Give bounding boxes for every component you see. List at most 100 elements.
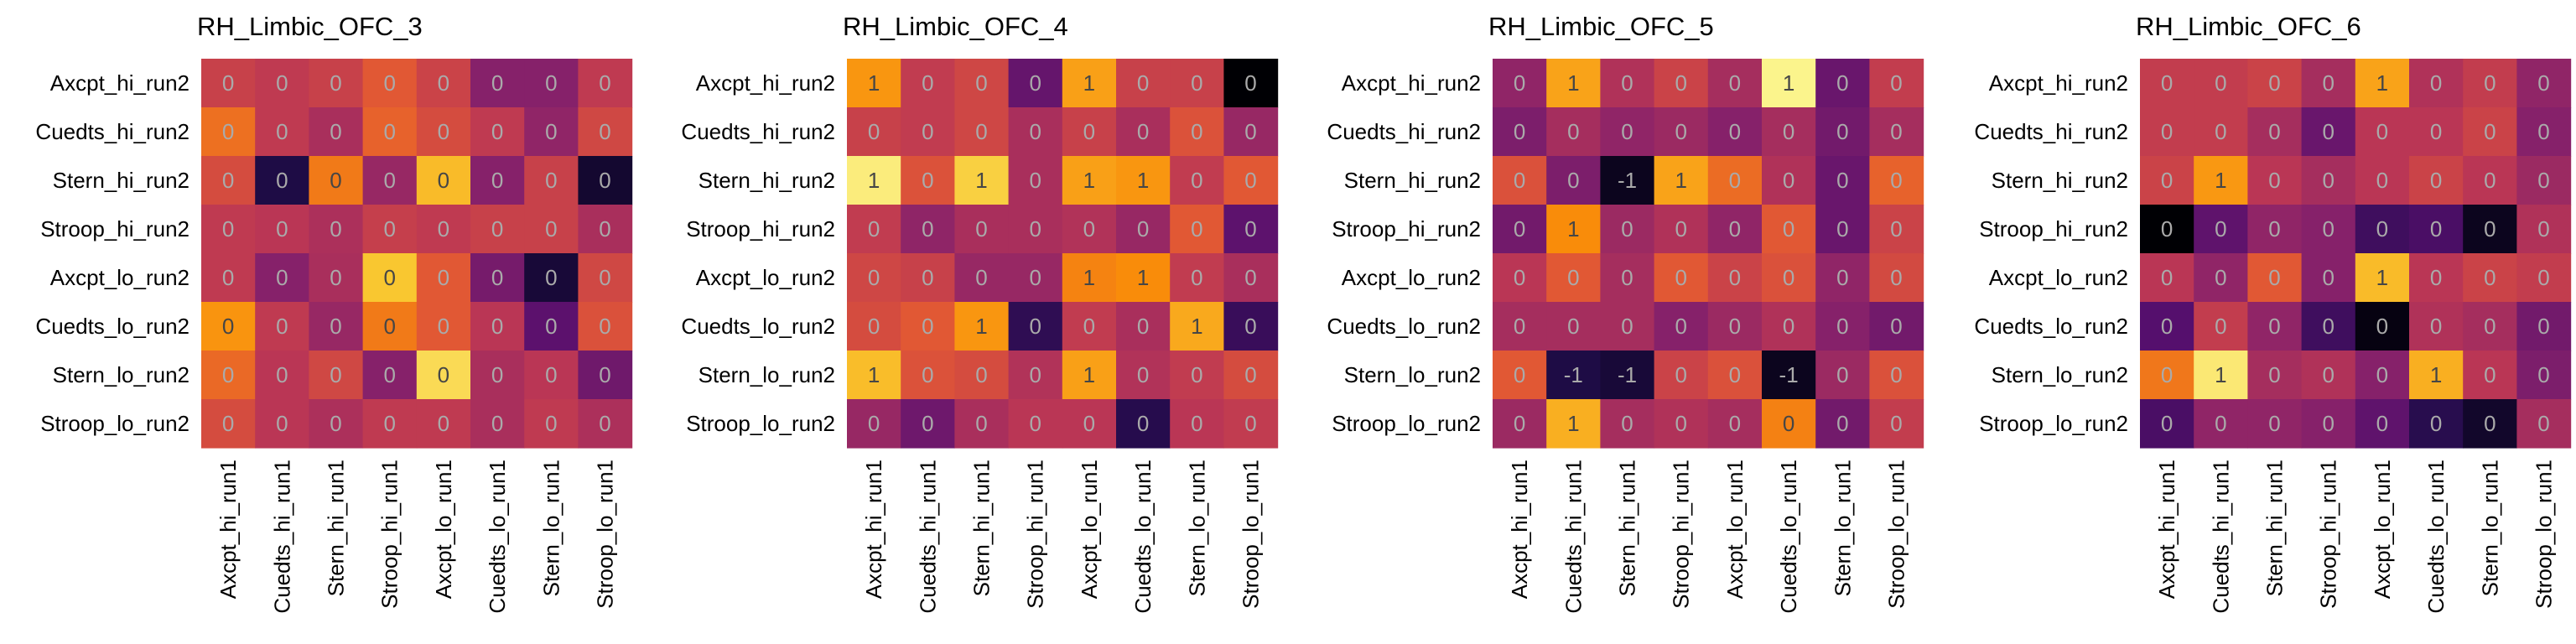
heatmap-cell-p4-r5-c5 xyxy=(2409,302,2464,351)
cell-label-p2-r0-c4: 1 xyxy=(1083,70,1095,96)
heatmap-cell-p3-r5-c4 xyxy=(1707,302,1763,351)
cell-label-p3-r7-c7: 0 xyxy=(1890,411,1902,436)
cell-label-p4-r6-c1: 1 xyxy=(2215,362,2226,387)
cell-label-p1-r2-c6: 0 xyxy=(545,168,557,193)
heatmap-cell-p1-r0-c0 xyxy=(201,59,256,108)
heatmap-cell-p2-r4-c5 xyxy=(1116,253,1171,303)
x-tick-label-p2-3: Stroop_hi_run1 xyxy=(1023,460,1048,609)
heatmap-cell-p4-r1-c5 xyxy=(2409,107,2464,157)
heatmap-cell-p3-r5-c2 xyxy=(1600,302,1655,351)
cell-label-p1-r4-c6: 0 xyxy=(545,265,557,290)
cell-label-p1-r6-c5: 0 xyxy=(491,362,503,387)
heatmap-cell-p3-r4-c0 xyxy=(1493,253,1547,303)
heatmap-cell-p3-r4-c6 xyxy=(1815,253,1870,303)
cell-label-p2-r3-c6: 0 xyxy=(1191,216,1202,242)
heatmap-cell-p4-r6-c5 xyxy=(2409,351,2464,400)
cell-label-p1-r2-c5: 0 xyxy=(491,168,503,193)
heatmap-cell-p1-r2-c1 xyxy=(255,156,309,205)
cell-label-p2-r0-c5: 0 xyxy=(1137,70,1149,96)
cell-label-p1-r4-c3: 0 xyxy=(383,265,395,290)
cell-label-p3-r0-c5: 1 xyxy=(1783,70,1794,96)
heatmap-cell-p4-r2-c6 xyxy=(2463,156,2517,205)
cell-label-p3-r5-c6: 0 xyxy=(1836,314,1848,339)
heatmap-cell-p3-r2-c6 xyxy=(1815,156,1870,205)
heatmap-cell-p3-r2-c0 xyxy=(1493,156,1547,205)
heatmap-panel-3: RH_Limbic_OFC_5 0 1 0 0 0 1 0 0 0 0 0 0 0 0 0 0 0 0 -1 1 0 0 0 0… xyxy=(1327,12,1924,614)
cell-label-p1-r3-c6: 0 xyxy=(545,216,557,242)
cell-label-p3-r5-c2: 0 xyxy=(1621,314,1633,339)
heatmap-cell-p1-r2-c5 xyxy=(470,156,525,205)
heatmap-cell-p2-r1-c5 xyxy=(1116,107,1171,157)
cell-label-p2-r7-c0: 0 xyxy=(868,411,880,436)
y-tick-label-p1-2: Stern_hi_run2 xyxy=(53,168,190,193)
cell-label-p1-r3-c0: 0 xyxy=(222,216,234,242)
cell-label-p4-r0-c5: 0 xyxy=(2430,70,2442,96)
cell-label-p2-r3-c7: 0 xyxy=(1244,216,1256,242)
heatmap-cell-p4-r3-c7 xyxy=(2516,205,2572,254)
heatmap-cell-p2-r4-c2 xyxy=(954,253,1010,303)
cell-label-p1-r5-c3: 0 xyxy=(383,314,395,339)
y-tick-label-p3-7: Stroop_lo_run2 xyxy=(1332,411,1481,436)
heatmap-cell-p3-r0-c3 xyxy=(1654,59,1709,108)
heatmap-cell-p3-r3-c7 xyxy=(1869,205,1924,254)
cell-label-p1-r5-c0: 0 xyxy=(222,314,234,339)
cell-label-p2-r1-c2: 0 xyxy=(975,119,987,144)
x-tick-label-p4-2: Stern_hi_run1 xyxy=(2262,460,2288,596)
cell-label-p3-r4-c5: 0 xyxy=(1783,265,1794,290)
heatmap-cell-p2-r6-c4 xyxy=(1062,351,1117,400)
heatmap-cell-p3-r1-c6 xyxy=(1815,107,1870,157)
heatmap-cell-p2-r6-c1 xyxy=(901,351,955,400)
heatmap-cell-p2-r3-c1 xyxy=(901,205,955,254)
heatmap-cell-p1-r0-c2 xyxy=(309,59,364,108)
y-tick-label-p4-3: Stroop_hi_run2 xyxy=(1979,216,2128,242)
cell-label-p3-r7-c5: 0 xyxy=(1783,411,1794,436)
cell-label-p3-r7-c1: 1 xyxy=(1567,411,1579,436)
cell-label-p3-r5-c5: 0 xyxy=(1783,314,1794,339)
cell-label-p1-r0-c7: 0 xyxy=(599,70,610,96)
heatmap-cell-p4-r5-c0 xyxy=(2140,302,2194,351)
cell-label-p3-r0-c2: 0 xyxy=(1621,70,1633,96)
cell-label-p3-r1-c2: 0 xyxy=(1621,119,1633,144)
cell-label-p2-r0-c7: 0 xyxy=(1244,70,1256,96)
heatmap-cell-p3-r0-c0 xyxy=(1493,59,1547,108)
cell-label-p2-r5-c2: 1 xyxy=(975,314,987,339)
heatmap-cell-p3-r1-c1 xyxy=(1546,107,1601,157)
cell-label-p1-r5-c7: 0 xyxy=(599,314,610,339)
heatmap-cell-p3-r4-c3 xyxy=(1654,253,1709,303)
heatmap-cell-p3-r6-c3 xyxy=(1654,351,1709,400)
cell-label-p4-r5-c5: 0 xyxy=(2430,314,2442,339)
heatmap-cell-p1-r3-c3 xyxy=(362,205,418,254)
cell-label-p2-r6-c3: 0 xyxy=(1029,362,1041,387)
heatmap-cell-p3-r2-c3 xyxy=(1654,156,1709,205)
x-tick-label-p2-5: Cuedts_lo_run1 xyxy=(1130,460,1156,614)
cell-label-p1-r1-c5: 0 xyxy=(491,119,503,144)
heatmap-panel-2: RH_Limbic_OFC_4 1 0 0 0 1 0 0 0 0 0 0 0 0 0 0 0 1 0 1 0 1 1 0 0 0… xyxy=(681,12,1279,614)
cell-label-p4-r6-c0: 0 xyxy=(2161,362,2173,387)
heatmap-cell-p4-r6-c2 xyxy=(2247,351,2303,400)
heatmap-cell-p1-r6-c1 xyxy=(255,351,309,400)
heatmap-cell-p3-r4-c1 xyxy=(1546,253,1601,303)
heatmap-cell-p1-r5-c2 xyxy=(309,302,364,351)
x-tick-label-p4-5: Cuedts_lo_run1 xyxy=(2423,460,2449,614)
cell-label-p4-r4-c5: 0 xyxy=(2430,265,2442,290)
heatmap-cell-p2-r5-c5 xyxy=(1116,302,1171,351)
cell-label-p1-r1-c2: 0 xyxy=(330,119,341,144)
cell-label-p1-r6-c6: 0 xyxy=(545,362,557,387)
heatmap-cell-p3-r2-c5 xyxy=(1762,156,1816,205)
heatmap-cell-p4-r0-c7 xyxy=(2516,59,2572,108)
heatmap-cell-p2-r2-c6 xyxy=(1170,156,1224,205)
heatmap-cell-p2-r0-c1 xyxy=(901,59,955,108)
cell-label-p3-r7-c6: 0 xyxy=(1836,411,1848,436)
cell-label-p2-r6-c2: 0 xyxy=(975,362,987,387)
heatmap-cell-p1-r7-c5 xyxy=(470,399,525,449)
heatmap-cell-p1-r1-c1 xyxy=(255,107,309,157)
heatmap-cell-p4-r2-c1 xyxy=(2194,156,2248,205)
heatmap-cell-p2-r7-c4 xyxy=(1062,399,1117,449)
panel-1-title: RH_Limbic_OFC_3 xyxy=(197,12,423,41)
cell-label-p3-r7-c4: 0 xyxy=(1729,411,1741,436)
heatmap-cell-p2-r4-c6 xyxy=(1170,253,1224,303)
cell-label-p4-r7-c2: 0 xyxy=(2268,411,2280,436)
heatmap-cell-p1-r4-c6 xyxy=(524,253,579,303)
heatmap-cell-p2-r4-c0 xyxy=(847,253,901,303)
heatmap-cell-p4-r2-c2 xyxy=(2247,156,2303,205)
